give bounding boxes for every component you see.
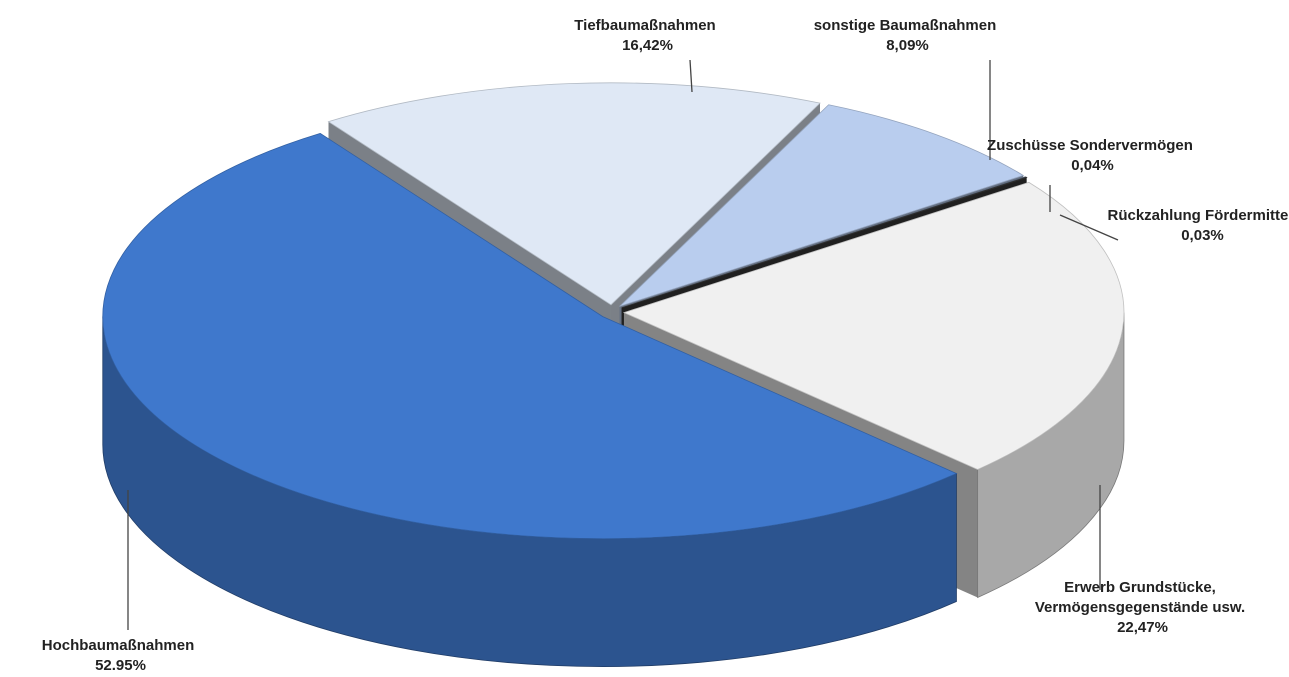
value-label: 8,09% bbox=[886, 37, 929, 54]
slice bbox=[327, 82, 821, 306]
slice-label: Rückzahlung Fördermittel 0,03% bbox=[1100, 206, 1289, 246]
slice-label: sonstige Baumaßnahmen 8,09% bbox=[800, 16, 1010, 56]
value-label: 16,42% bbox=[622, 37, 673, 54]
category-label: Rückzahlung Fördermittel bbox=[1107, 207, 1289, 224]
slice bbox=[622, 181, 1125, 470]
slice-label: Hochbaumaßnahmen 52.95% bbox=[0, 636, 236, 676]
leader-line bbox=[689, 59, 693, 93]
value-label: 22,47% bbox=[1117, 619, 1168, 636]
slice bbox=[102, 132, 958, 539]
category-label: Erwerb Grundstücke, Vermögensgegenstände… bbox=[1034, 579, 1246, 616]
leader-line bbox=[1059, 214, 1119, 241]
value-label: 0,04% bbox=[1071, 157, 1114, 174]
category-label: Tiefbaumaßnahmen bbox=[574, 17, 716, 34]
category-label: Zuschüsse Sondervermögen bbox=[987, 137, 1193, 154]
pie bbox=[102, 82, 1125, 667]
value-label: 52.95% bbox=[95, 657, 146, 674]
slice-label: Tiefbaumaßnahmen 16,42% bbox=[545, 16, 745, 56]
category-label: sonstige Baumaßnahmen bbox=[813, 17, 997, 34]
slice bbox=[621, 176, 1028, 309]
leader-lines bbox=[127, 59, 1119, 630]
slice bbox=[619, 104, 1025, 307]
slice-label: Erwerb Grundstücke, Vermögensgegenstände… bbox=[1020, 578, 1260, 638]
slice-label: Zuschüsse Sondervermögen 0,04% bbox=[970, 136, 1210, 176]
category-label: Hochbaumaßnahmen bbox=[41, 637, 195, 654]
value-label: 0,03% bbox=[1181, 227, 1224, 244]
